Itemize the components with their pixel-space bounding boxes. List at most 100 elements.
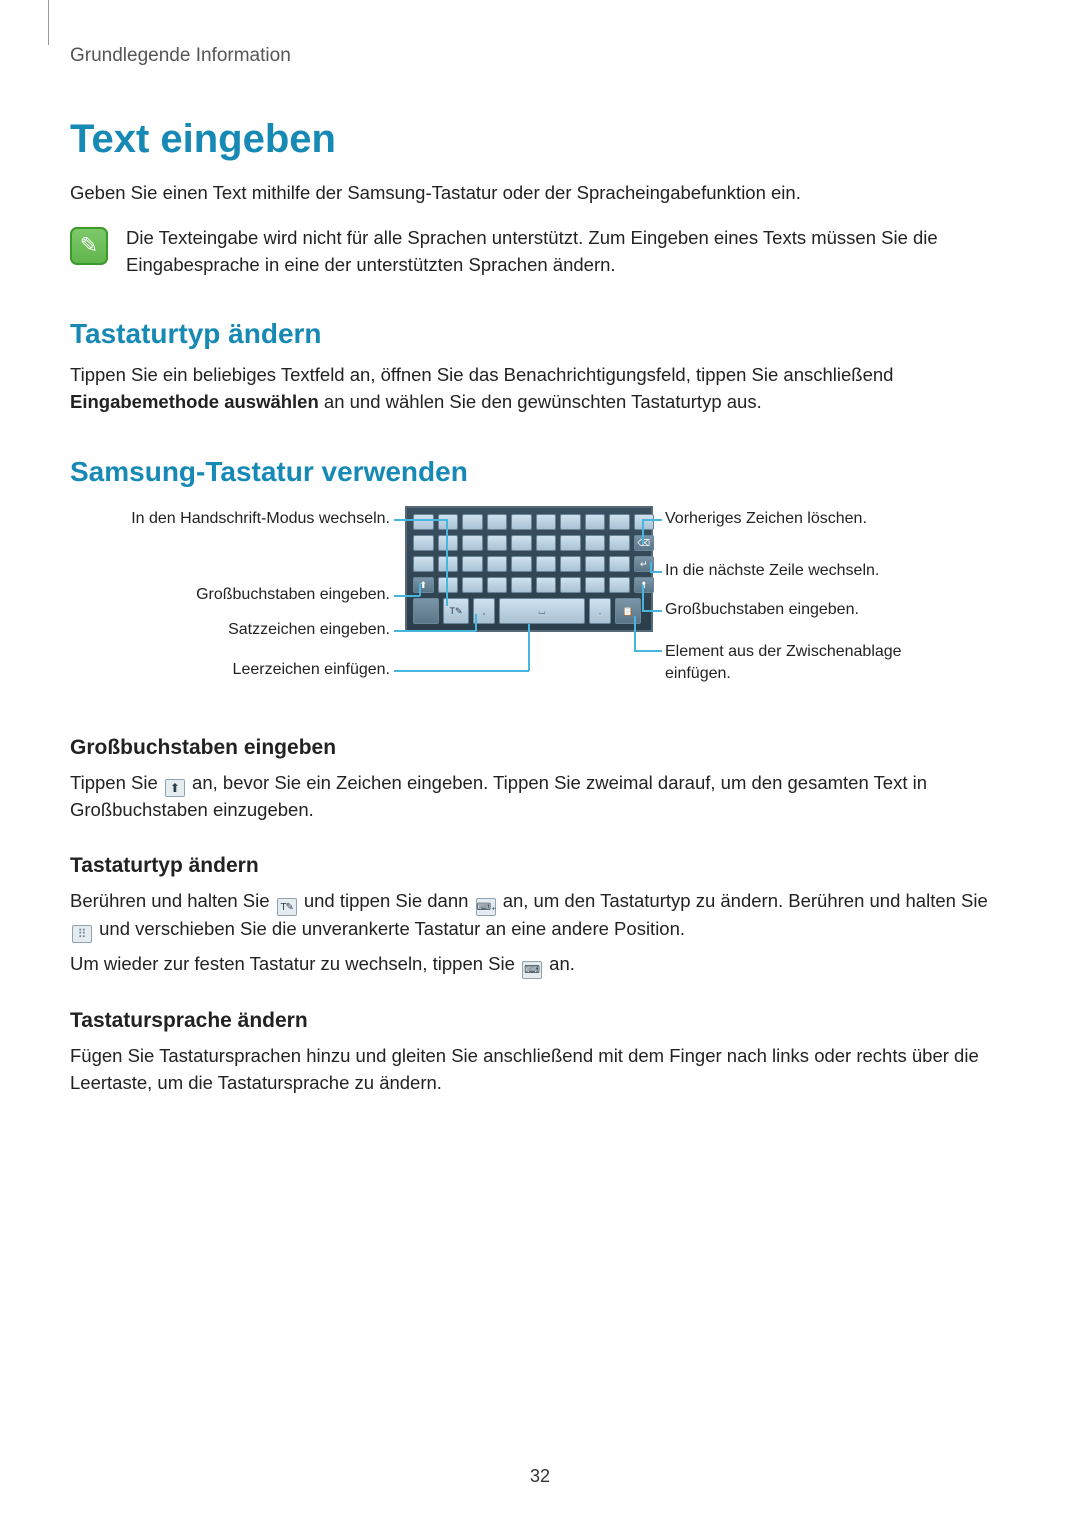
kb-key <box>609 577 630 593</box>
kb-key <box>585 577 606 593</box>
callout-line <box>419 583 421 596</box>
kb-dot-key: . <box>589 598 611 624</box>
page-number: 32 <box>0 1466 1080 1487</box>
kb-key <box>585 556 606 572</box>
callout-line <box>642 519 662 521</box>
kb-key <box>487 577 508 593</box>
sub2-text-a: Berühren und halten Sie <box>70 890 275 911</box>
section1-bold: Eingabemethode auswählen <box>70 391 319 412</box>
kb-shift-right-key: ⬆ <box>634 577 655 593</box>
kb-key <box>536 514 557 530</box>
callout-right-1: Vorheriges Zeichen löschen. <box>665 510 867 528</box>
kb-key <box>462 535 483 551</box>
keyboard-diagram: ⌫ ↵ ⬆⬆ T✎ , ⌴ . 📋 In den Handschrift-Mod… <box>70 506 1010 706</box>
kb-key <box>438 556 459 572</box>
sub2-paragraph-2: Um wieder zur festen Tastatur zu wechsel… <box>70 951 1010 979</box>
sub2-title: Tastaturtyp ändern <box>70 854 1010 878</box>
callout-line <box>650 562 652 572</box>
kb-key <box>462 514 483 530</box>
handwrite-icon <box>277 898 297 916</box>
sub2-paragraph-1: Berühren und halten Sie und tippen Sie d… <box>70 888 1010 943</box>
callout-line <box>642 519 644 544</box>
kb-key <box>511 577 532 593</box>
callout-line <box>634 650 662 652</box>
section1-text-a: Tippen Sie ein beliebiges Textfeld an, ö… <box>70 364 893 385</box>
callout-line <box>446 519 448 606</box>
kb-key <box>462 577 483 593</box>
callout-right-3: Großbuchstaben eingeben. <box>665 601 859 619</box>
kb-key <box>560 535 581 551</box>
kb-key <box>413 556 434 572</box>
note-block: Die Texteingabe wird nicht für alle Spra… <box>70 225 1010 279</box>
callout-line <box>634 616 636 651</box>
kb-shift-left-key: ⬆ <box>413 577 434 593</box>
callout-line <box>642 585 644 611</box>
callout-left-4: Leerzeichen einfügen. <box>233 661 390 679</box>
callout-line <box>394 519 446 521</box>
kb-key <box>462 556 483 572</box>
keyboard-add-icon <box>476 898 496 916</box>
sub1-text-a: Tippen Sie <box>70 772 163 793</box>
kb-sym-key <box>413 598 439 624</box>
callout-left-3: Satzzeichen eingeben. <box>228 621 390 639</box>
sub3-paragraph: Fügen Sie Tastatursprachen hinzu und gle… <box>70 1043 1010 1097</box>
section2-title: Samsung-Tastatur verwenden <box>70 456 1010 488</box>
keyboard-graphic: ⌫ ↵ ⬆⬆ T✎ , ⌴ . 📋 <box>405 506 653 632</box>
kb-key <box>438 514 459 530</box>
kb-backspace-key: ⌫ <box>634 535 655 551</box>
callout-left-1: In den Handschrift-Modus wechseln. <box>131 510 390 528</box>
kb-clipboard-key: 📋 <box>615 598 641 624</box>
page-title: Text eingeben <box>70 117 1010 162</box>
note-icon <box>70 227 108 265</box>
kb-row-1 <box>413 514 654 530</box>
kb-key <box>536 577 557 593</box>
margin-line <box>48 0 49 45</box>
kb-key <box>413 514 434 530</box>
callout-line <box>394 630 476 632</box>
kb-key <box>413 535 434 551</box>
sub3-title: Tastatursprache ändern <box>70 1009 1010 1033</box>
callout-left-2: Großbuchstaben eingeben. <box>196 586 390 604</box>
kb-key <box>609 514 630 530</box>
kb-key <box>560 514 581 530</box>
intro-paragraph: Geben Sie einen Text mithilfe der Samsun… <box>70 180 1010 207</box>
note-text: Die Texteingabe wird nicht für alle Spra… <box>126 225 1010 279</box>
callout-right-2: In die nächste Zeile wechseln. <box>665 562 879 580</box>
kb-key <box>634 514 655 530</box>
section1-paragraph: Tippen Sie ein beliebiges Textfeld an, ö… <box>70 362 1010 416</box>
kb-key <box>487 535 508 551</box>
callout-line <box>394 670 529 672</box>
kb-key <box>536 556 557 572</box>
kb-key <box>585 535 606 551</box>
fixed-keyboard-icon <box>522 961 542 979</box>
callout-right-4: Element aus der Zwischenablage einfügen. <box>665 641 925 684</box>
callout-line <box>394 595 420 597</box>
kb-key <box>511 514 532 530</box>
callout-line <box>642 610 662 612</box>
kb-key <box>560 556 581 572</box>
section1-text-b: an und wählen Sie den gewünschten Tastat… <box>319 391 762 412</box>
shift-icon <box>165 779 185 797</box>
sub2-text-b: und tippen Sie dann <box>299 890 474 911</box>
kb-key <box>438 577 459 593</box>
kb-key <box>438 535 459 551</box>
page-content: Grundlegende Information Text eingeben G… <box>0 0 1080 1145</box>
sub2-text-d: und verschieben Sie die unverankerte Tas… <box>94 918 685 939</box>
kb-key <box>609 535 630 551</box>
sub1-paragraph: Tippen Sie an, bevor Sie ein Zeichen ein… <box>70 770 1010 824</box>
kb-row-4: ⬆⬆ <box>413 577 654 593</box>
kb-row-2: ⌫ <box>413 535 654 551</box>
sub1-title: Großbuchstaben eingeben <box>70 736 1010 760</box>
kb-key <box>560 577 581 593</box>
sub2-text-c: an, um den Tastaturtyp zu ändern. Berühr… <box>498 890 988 911</box>
callout-line <box>475 614 477 631</box>
section-header: Grundlegende Information <box>70 45 1010 67</box>
kb-key <box>511 556 532 572</box>
kb-key <box>511 535 532 551</box>
kb-key <box>536 535 557 551</box>
sub2-text-f: an. <box>544 953 575 974</box>
sub2-text-e: Um wieder zur festen Tastatur zu wechsel… <box>70 953 520 974</box>
callout-line <box>650 571 662 573</box>
sub1-text-b: an, bevor Sie ein Zeichen eingeben. Tipp… <box>70 772 927 820</box>
kb-key <box>609 556 630 572</box>
